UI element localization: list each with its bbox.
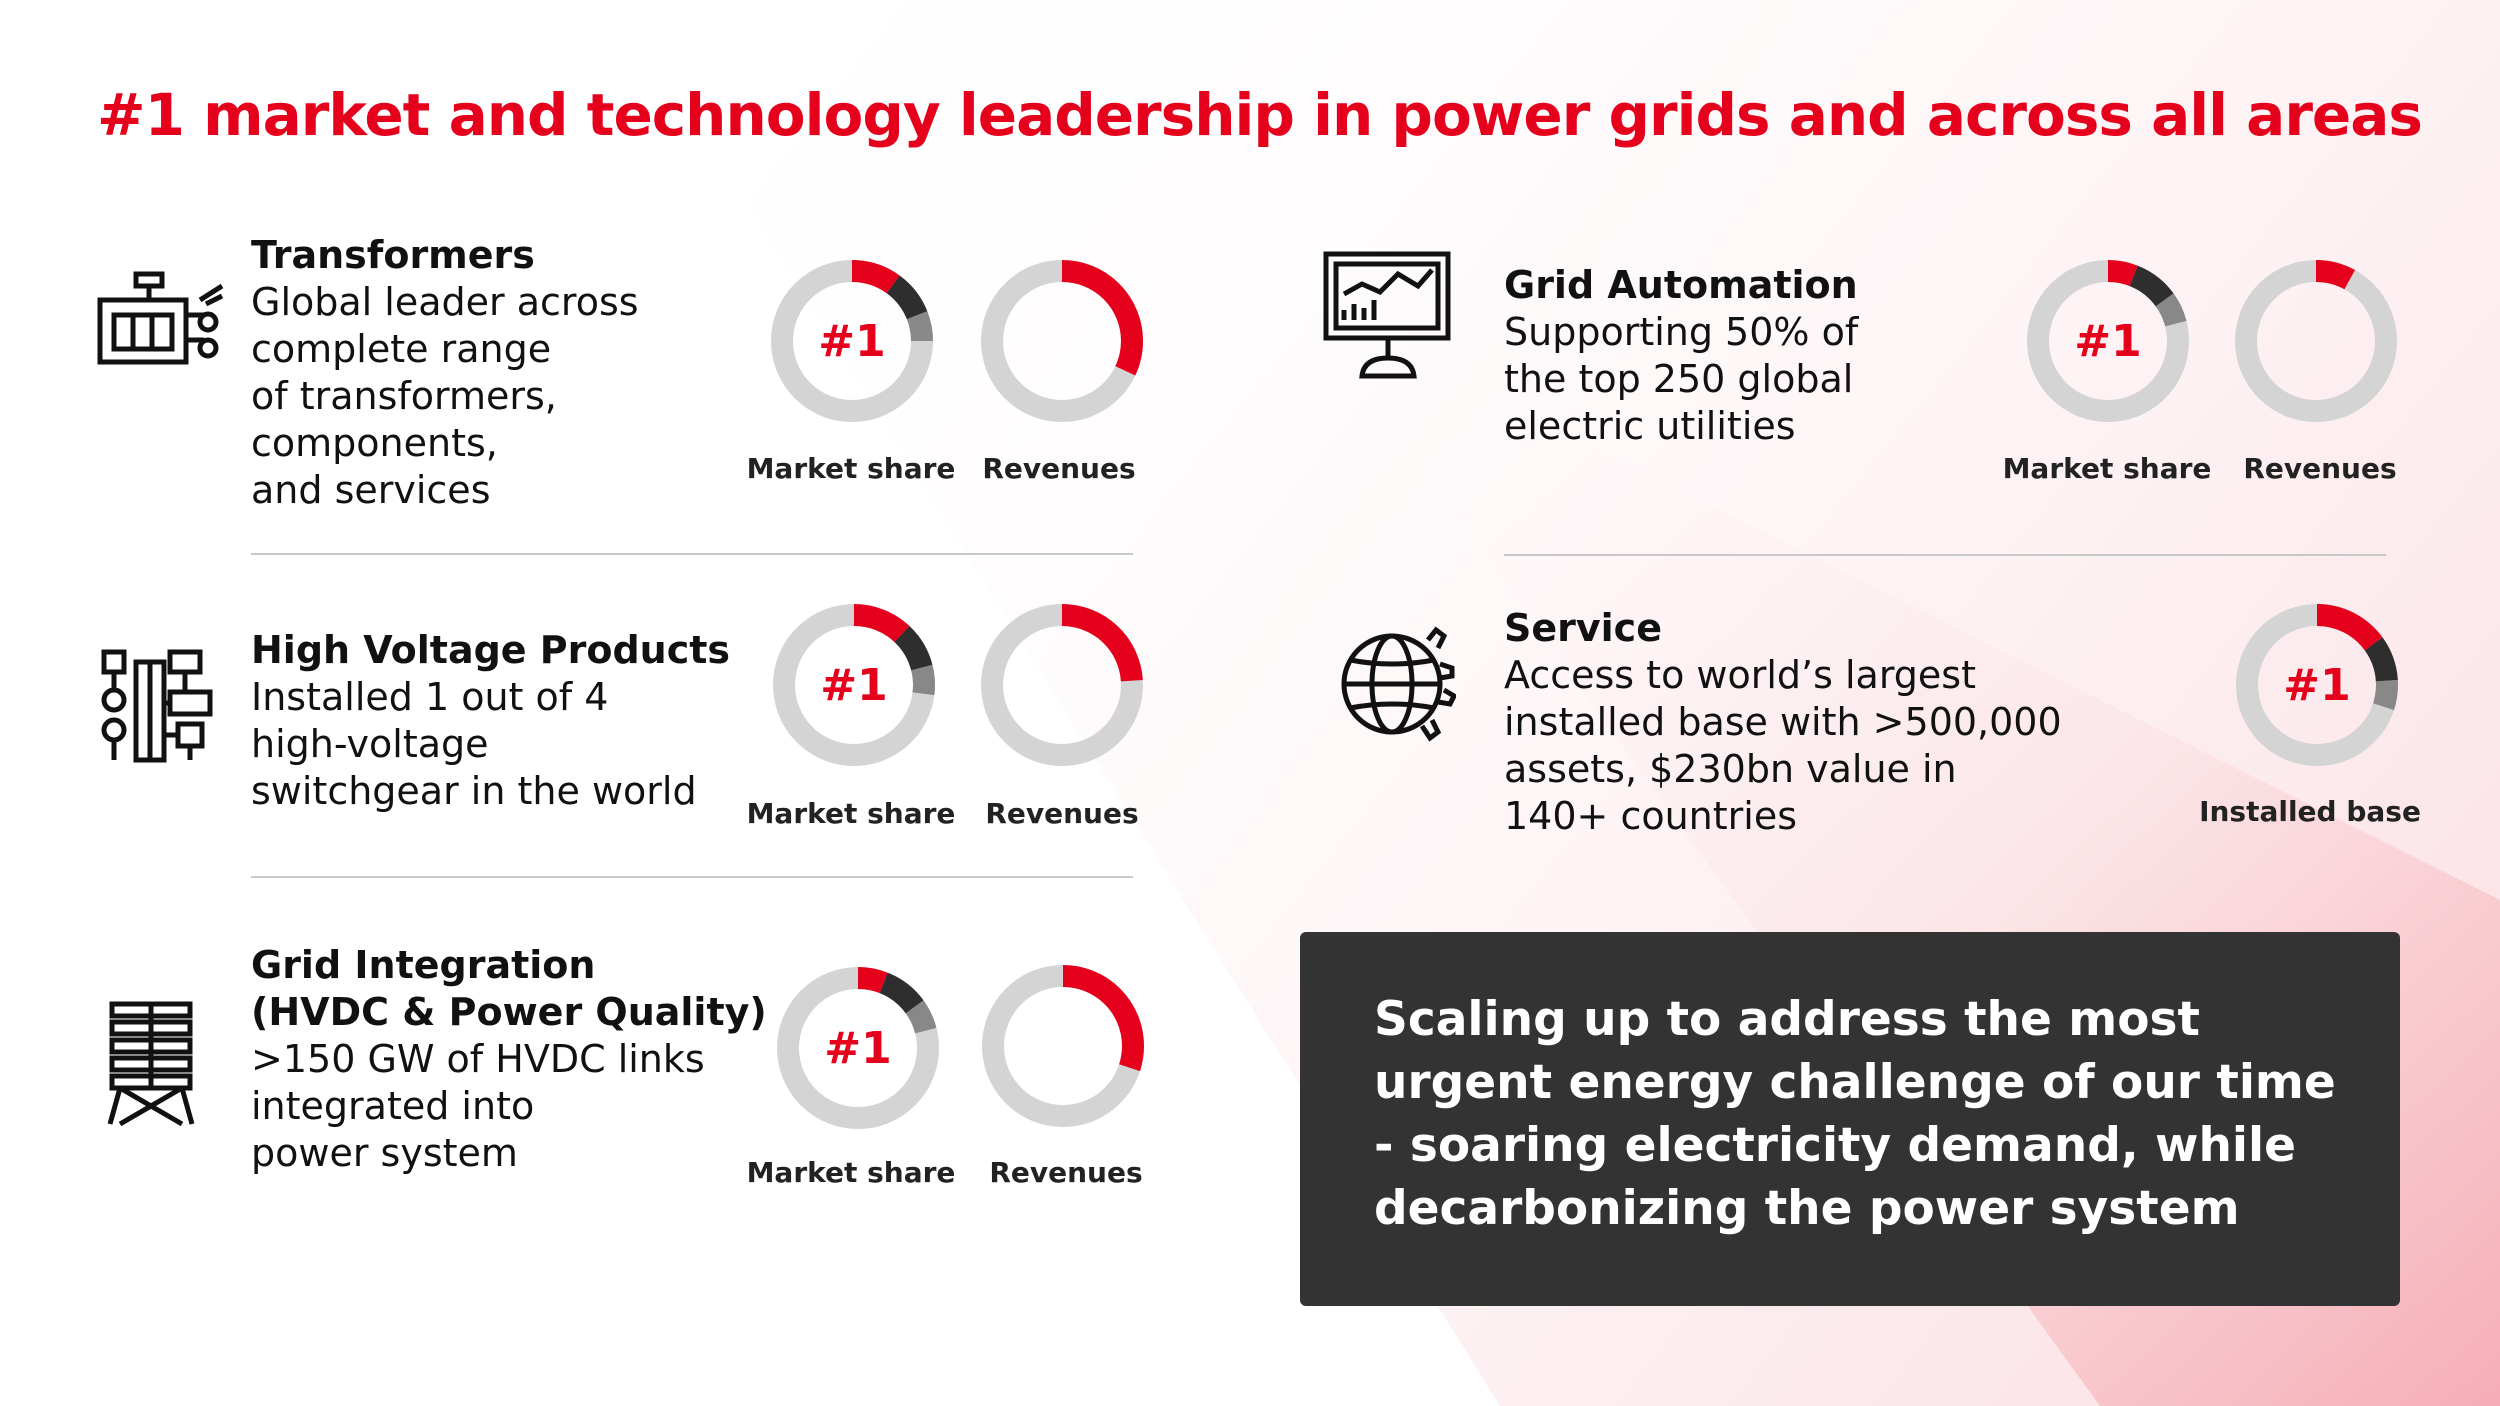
transformers-market-share-donut-share-arc — [771, 260, 933, 422]
hvp-market-share-donut-rank: #1 — [820, 660, 887, 711]
divider-3 — [1504, 554, 2386, 556]
callout-text: Scaling up to address the most urgent en… — [1374, 992, 2336, 1236]
grid-automation-revenues-donut — [2231, 256, 2401, 426]
service-installed-base-donut-competitor-arc-2 — [2236, 604, 2398, 766]
grid-integration-market-share-donut-rank: #1 — [824, 1023, 891, 1074]
transformers-description: Global leader across complete range of t… — [251, 280, 639, 512]
transformers-revenues-donut-share-arc — [981, 260, 1143, 422]
divider-2 — [251, 876, 1133, 878]
grid-automation-market-share-donut: #1 — [2023, 256, 2193, 426]
grid-integration-revenues-donut-svg — [982, 965, 1144, 1127]
service-installed-base-label: Installed base — [2199, 795, 2421, 828]
transformer-icon — [96, 270, 226, 370]
transformers-market-share-label: Market share — [746, 452, 956, 485]
service-heading: Service — [1504, 606, 1662, 650]
grid-integration-market-share-donut-share-arc — [777, 967, 939, 1129]
callout-box: Scaling up to address the most urgent en… — [1300, 932, 2400, 1306]
service-text: Service Access to world’s largest instal… — [1504, 605, 2062, 840]
grid-automation-market-share-donut-svg: #1 — [2027, 260, 2189, 422]
grid-integration-revenues-donut-share-arc — [982, 965, 1144, 1127]
hvp-revenues-donut-svg — [981, 604, 1143, 766]
transformers-revenues-donut-svg — [981, 260, 1143, 422]
grid-automation-text: Grid Automation Supporting 50% of the to… — [1504, 262, 1858, 450]
hvp-heading: High Voltage Products — [251, 628, 731, 672]
grid-integration-market-share-donut-svg: #1 — [777, 967, 939, 1129]
hvdc-tower-icon — [106, 1000, 196, 1130]
transformers-text: Transformers Global leader across comple… — [251, 232, 639, 514]
transformers-market-share-donut-competitor-arc-2 — [771, 260, 933, 422]
transformers-market-share-donut-svg: #1 — [771, 260, 933, 422]
transformers-market-share-donut: #1 — [767, 256, 937, 426]
grid-automation-revenues-label: Revenues — [2243, 452, 2397, 485]
hvp-revenues-donut-share-arc — [981, 604, 1143, 766]
grid-automation-revenues-donut-track — [2235, 260, 2397, 422]
transformers-revenues-donut — [977, 256, 1147, 426]
transformers-revenues-label: Revenues — [982, 452, 1136, 485]
grid-automation-revenues-donut-share-arc — [2235, 260, 2397, 422]
grid-integration-text: Grid Integration (HVDC & Power Quality) … — [251, 942, 767, 1177]
service-installed-base-donut-rank: #1 — [2283, 660, 2350, 711]
page-title: #1 market and technology leadership in p… — [97, 81, 2423, 149]
grid-automation-market-share-donut-rank: #1 — [2074, 316, 2141, 367]
globe-gear-icon — [1336, 624, 1456, 744]
grid-integration-revenues-donut — [978, 961, 1148, 1131]
divider-1 — [251, 553, 1133, 555]
grid-automation-market-share-label: Market share — [2002, 452, 2212, 485]
hvp-revenues-donut — [977, 600, 1147, 770]
grid-integration-description: >150 GW of HVDC links integrated into po… — [251, 1037, 705, 1175]
hvp-text: High Voltage Products Installed 1 out of… — [251, 627, 730, 815]
service-installed-base-donut: #1 — [2232, 600, 2402, 770]
hvp-market-share-donut-svg: #1 — [773, 604, 935, 766]
monitor-chart-icon — [1322, 250, 1452, 382]
hvp-market-share-donut: #1 — [769, 600, 939, 770]
grid-integration-market-share-label: Market share — [746, 1156, 956, 1189]
switchgear-icon — [98, 648, 216, 766]
grid-automation-revenues-donut-svg — [2235, 260, 2397, 422]
grid-automation-market-share-donut-share-arc — [2027, 260, 2189, 422]
hvp-revenues-label: Revenues — [985, 797, 1139, 830]
transformers-market-share-donut-rank: #1 — [818, 316, 885, 367]
grid-automation-description: Supporting 50% of the top 250 global ele… — [1504, 310, 1859, 448]
grid-integration-revenues-label: Revenues — [989, 1156, 1143, 1189]
hvp-market-share-donut-share-arc — [773, 604, 935, 766]
hvp-market-share-donut-competitor-arc-2 — [773, 604, 935, 766]
hvp-market-share-label: Market share — [746, 797, 956, 830]
service-installed-base-donut-share-arc — [2236, 604, 2398, 766]
hvp-description: Installed 1 out of 4 high-voltage switch… — [251, 675, 697, 813]
grid-automation-heading: Grid Automation — [1504, 263, 1858, 307]
transformers-heading: Transformers — [251, 233, 535, 277]
service-description: Access to world’s largest installed base… — [1504, 653, 2062, 838]
service-installed-base-donut-svg: #1 — [2236, 604, 2398, 766]
grid-integration-heading: Grid Integration (HVDC & Power Quality) — [251, 943, 767, 1034]
grid-integration-market-share-donut: #1 — [773, 963, 943, 1133]
